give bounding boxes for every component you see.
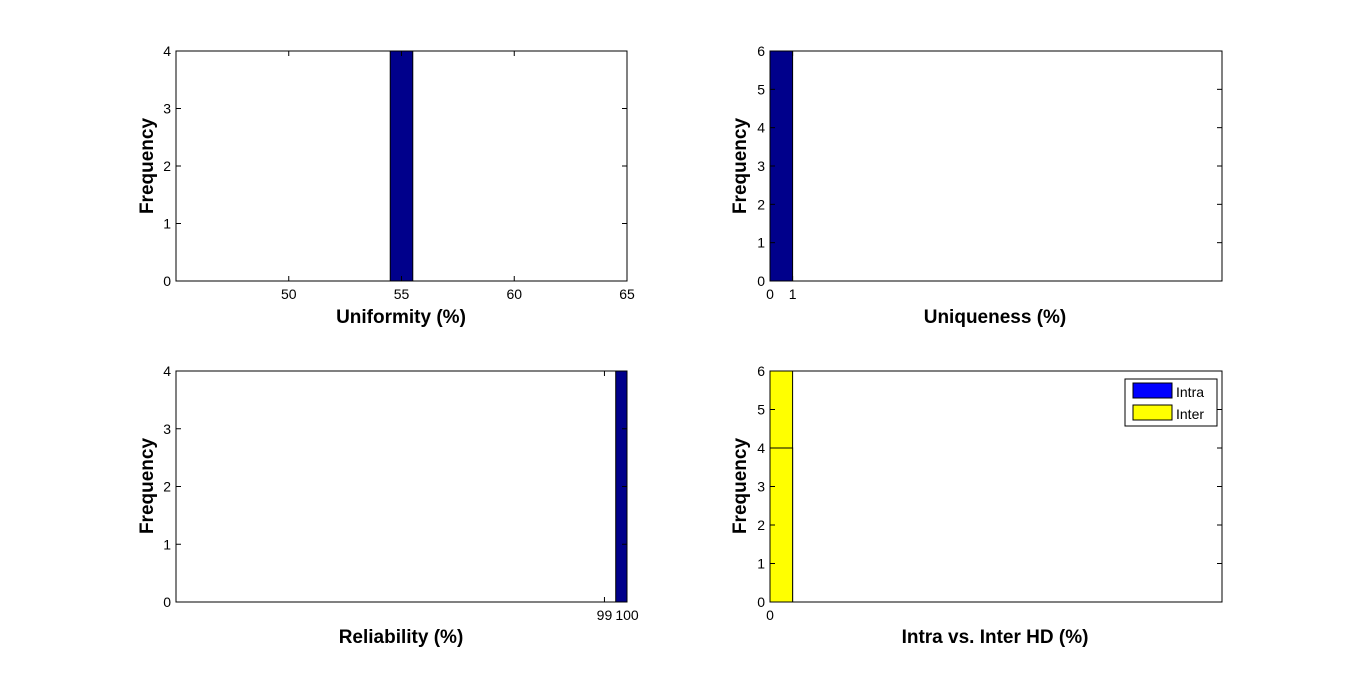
x-tick-label: 65: [619, 286, 635, 302]
y-tick-label: 3: [163, 421, 171, 437]
y-tick-label: 4: [757, 120, 765, 136]
y-tick-label: 6: [757, 43, 765, 59]
x-tick-label: 60: [506, 286, 522, 302]
y-tick-label: 2: [757, 517, 765, 533]
y-tick-label: 2: [163, 158, 171, 174]
y-axis-label: Frequency: [730, 438, 751, 535]
uniformity-histogram: 50 55 60 65 0 1 2 3 4 Uniformity (%) Frequency: [137, 43, 635, 328]
x-axis-label: Intra vs. Inter HD (%): [902, 627, 1089, 648]
y-tick-label: 3: [757, 158, 765, 174]
legend-label-inter: Inter: [1176, 406, 1204, 422]
x-axis-label: Reliability (%): [339, 627, 464, 648]
x-axis-label: Uniformity (%): [336, 307, 466, 328]
y-axis-label: Frequency: [137, 438, 158, 535]
y-tick-label: 0: [163, 273, 171, 289]
plot-area: [175, 370, 628, 603]
y-tick-label: 6: [757, 363, 765, 379]
legend: Intra Inter: [1124, 378, 1218, 427]
y-tick-label: 4: [163, 363, 171, 379]
y-axis-label: Frequency: [730, 118, 751, 215]
x-tick-label: 1: [789, 286, 797, 302]
x-tick-label: 55: [394, 286, 410, 302]
reliability-histogram: 99 100 0 1 2 3 4 Reliability (%) Frequency: [137, 363, 639, 648]
y-tick-label: 2: [163, 479, 171, 495]
y-tick-label: 1: [163, 536, 171, 552]
intra-inter-hd-histogram: 00 1 2 3 4 5 6 Intra vs. Inter HD (%) Frequenc…: [730, 363, 1223, 648]
y-tick-label: 0: [163, 594, 171, 610]
x-tick-label: 0: [766, 286, 774, 302]
legend-label-intra: Intra: [1176, 384, 1204, 400]
y-tick-label: 1: [757, 235, 765, 251]
y-tick-label: 4: [757, 440, 765, 456]
y-tick-label: 5: [757, 81, 765, 97]
plot-area: [769, 50, 1223, 282]
y-tick-label: 5: [757, 402, 765, 418]
y-tick-label: 0: [757, 594, 765, 610]
y-tick-label: 2: [757, 196, 765, 212]
x-tick-label: 99: [597, 607, 613, 623]
y-tick-label: 0: [757, 273, 765, 289]
y-tick-label: 3: [163, 101, 171, 117]
x-tick-label: 50: [281, 286, 297, 302]
x-tick-label: 100: [615, 607, 639, 623]
y-tick-label: 1: [757, 556, 765, 572]
x-axis-label: Uniqueness (%): [924, 307, 1067, 328]
y-tick-label: 4: [163, 43, 171, 59]
legend-swatch-intra: [1132, 382, 1173, 399]
y-tick-label: 3: [757, 479, 765, 495]
y-tick-label: 1: [163, 216, 171, 232]
legend-swatch-inter: [1132, 404, 1173, 421]
bar-0: [389, 50, 414, 282]
y-axis-label: Frequency: [137, 118, 158, 215]
x-tick-label: 0: [766, 607, 774, 623]
